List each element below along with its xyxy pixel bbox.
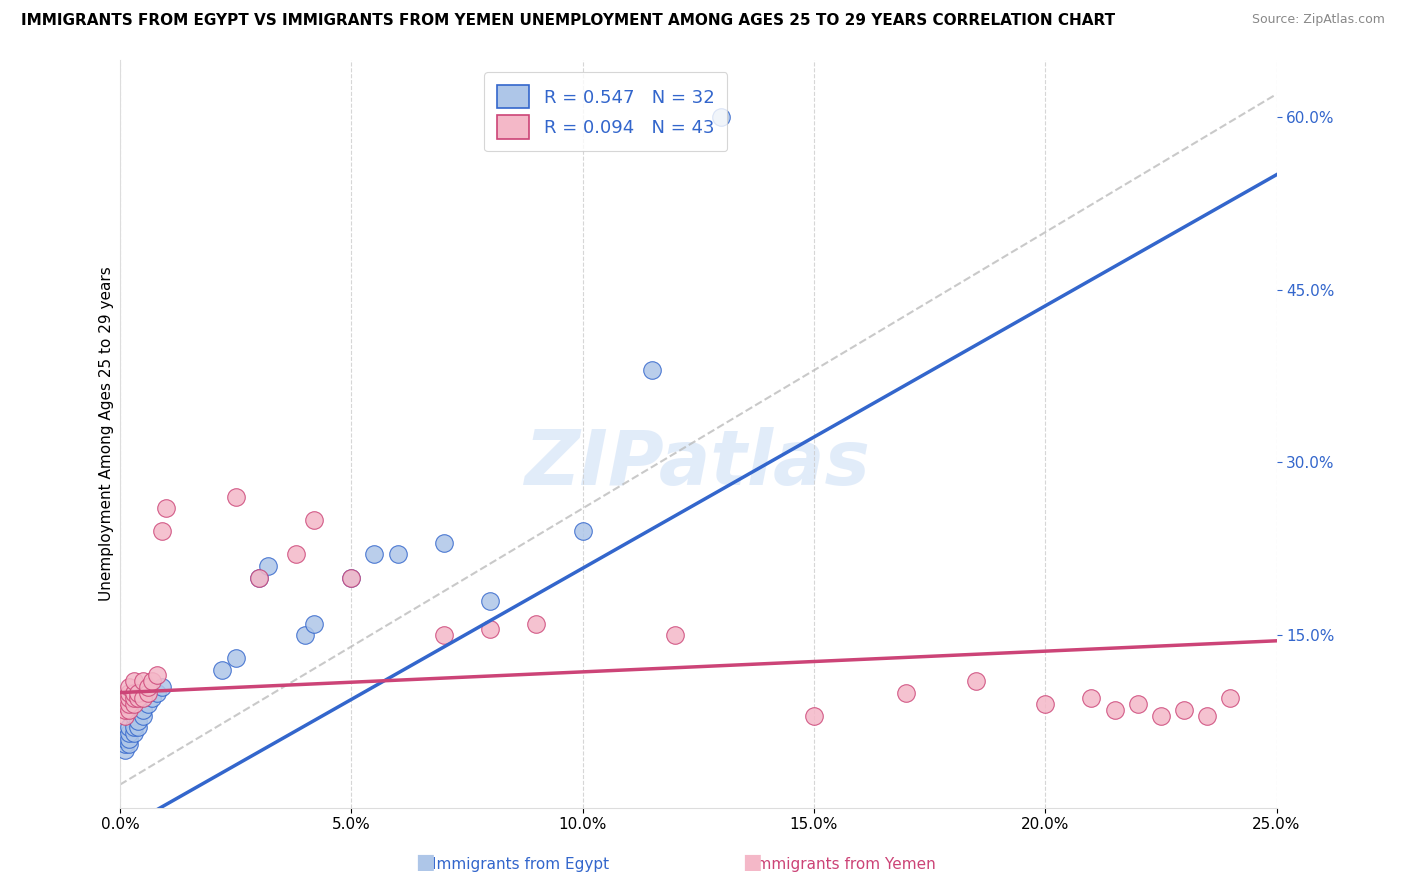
Point: [150, 680, 173, 694]
Point: [122, 674, 145, 689]
Point: [225, 490, 247, 504]
Point: [114, 708, 136, 723]
Point: [284, 548, 307, 562]
Point: [127, 691, 149, 706]
Point: [710, 110, 733, 124]
Y-axis label: Unemployment Among Ages 25 to 29 years: Unemployment Among Ages 25 to 29 years: [100, 267, 114, 601]
Point: [1126, 697, 1149, 711]
Text: IMMIGRANTS FROM EGYPT VS IMMIGRANTS FROM YEMEN UNEMPLOYMENT AMONG AGES 25 TO 29 : IMMIGRANTS FROM EGYPT VS IMMIGRANTS FROM…: [21, 13, 1115, 29]
Point: [1033, 697, 1056, 711]
Point: [302, 616, 325, 631]
Point: [524, 616, 547, 631]
Point: [257, 559, 280, 574]
Point: [155, 501, 177, 516]
Point: [114, 738, 136, 752]
Text: ZIPatlas: ZIPatlas: [526, 426, 872, 500]
Point: [247, 570, 270, 584]
Point: [225, 651, 247, 665]
Point: [965, 674, 987, 689]
Point: [664, 628, 686, 642]
Point: [136, 697, 159, 711]
Point: [127, 720, 149, 734]
Point: [1197, 708, 1219, 723]
Point: [114, 691, 136, 706]
Point: [114, 697, 136, 711]
Point: [132, 703, 155, 717]
Text: Source: ZipAtlas.com: Source: ZipAtlas.com: [1251, 13, 1385, 27]
Point: [114, 743, 136, 757]
Point: [211, 663, 233, 677]
Point: [340, 570, 363, 584]
Text: Immigrants from Egypt: Immigrants from Egypt: [432, 857, 609, 872]
Point: [122, 685, 145, 699]
Text: Immigrants from Yemen: Immigrants from Yemen: [752, 857, 935, 872]
Point: [340, 570, 363, 584]
Point: [433, 536, 456, 550]
Point: [118, 680, 141, 694]
Point: [1150, 708, 1173, 723]
Point: [127, 685, 149, 699]
Point: [114, 703, 136, 717]
Legend: R = 0.547   N = 32, R = 0.094   N = 43: R = 0.547 N = 32, R = 0.094 N = 43: [484, 72, 727, 152]
Point: [1104, 703, 1126, 717]
Point: [141, 674, 163, 689]
Point: [146, 668, 169, 682]
Point: [122, 708, 145, 723]
Point: [302, 513, 325, 527]
Point: [1219, 691, 1241, 706]
Point: [114, 731, 136, 746]
Point: [118, 726, 141, 740]
Point: [122, 697, 145, 711]
Point: [1173, 703, 1195, 717]
Point: [136, 685, 159, 699]
Point: [479, 593, 502, 607]
Point: [132, 708, 155, 723]
Point: [479, 622, 502, 636]
Point: [132, 674, 155, 689]
Point: [150, 524, 173, 539]
Point: [146, 685, 169, 699]
Point: [127, 714, 149, 729]
Point: [363, 548, 385, 562]
Point: [122, 726, 145, 740]
Point: [118, 731, 141, 746]
Point: [294, 628, 316, 642]
Text: ■: ■: [742, 853, 762, 872]
Point: [118, 691, 141, 706]
Point: [1080, 691, 1102, 706]
Point: [118, 703, 141, 717]
Point: [118, 697, 141, 711]
Point: [118, 738, 141, 752]
Point: [433, 628, 456, 642]
Point: [118, 720, 141, 734]
Point: [141, 691, 163, 706]
Text: ■: ■: [415, 853, 434, 872]
Point: [132, 691, 155, 706]
Point: [122, 720, 145, 734]
Point: [803, 708, 825, 723]
Point: [896, 685, 918, 699]
Point: [136, 680, 159, 694]
Point: [387, 548, 409, 562]
Point: [122, 691, 145, 706]
Point: [247, 570, 270, 584]
Point: [118, 685, 141, 699]
Point: [641, 363, 664, 377]
Point: [571, 524, 593, 539]
